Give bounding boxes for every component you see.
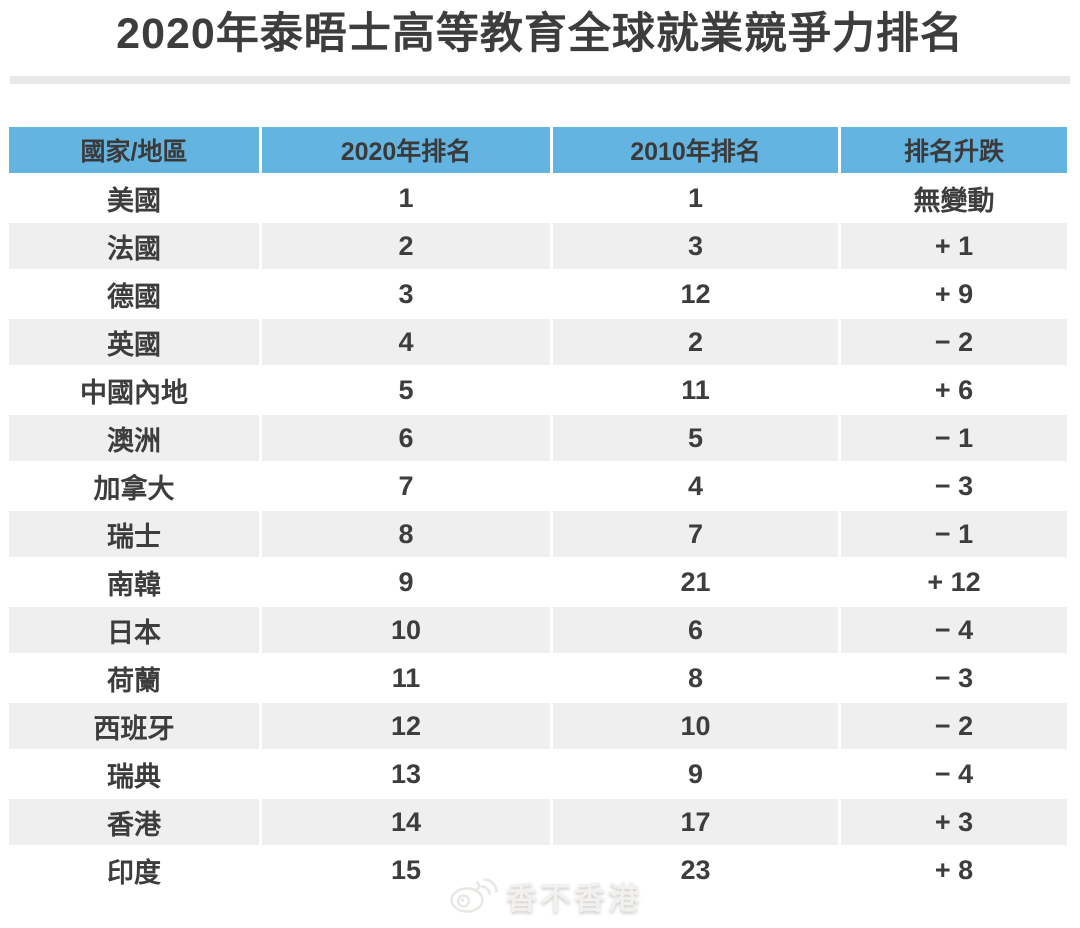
table-row: 香港 14 17 + 3: [9, 799, 1067, 845]
cell-change: + 9: [841, 271, 1067, 317]
cell-rank-2010: 21: [553, 559, 838, 605]
cell-rank-2010: 8: [553, 655, 838, 701]
weibo-icon: [448, 870, 498, 921]
table-row: 英國 4 2 − 2: [9, 319, 1067, 365]
cell-rank-2020: 2: [262, 223, 550, 269]
cell-country: 中國內地: [9, 367, 259, 413]
column-header-rank-2020: 2020年排名: [262, 127, 550, 173]
table-row: 日本 10 6 − 4: [9, 607, 1067, 653]
cell-country: 加拿大: [9, 463, 259, 509]
title-divider: [10, 76, 1070, 84]
cell-rank-2010: 17: [553, 799, 838, 845]
table-row: 瑞典 13 9 − 4: [9, 751, 1067, 797]
cell-country: 瑞典: [9, 751, 259, 797]
column-header-rank-2010: 2010年排名: [553, 127, 838, 173]
table-row: 西班牙 12 10 − 2: [9, 703, 1067, 749]
table-row: 美國 1 1 無變動: [9, 175, 1067, 221]
cell-change: + 12: [841, 559, 1067, 605]
cell-change: − 4: [841, 607, 1067, 653]
cell-rank-2010: 12: [553, 271, 838, 317]
ranking-table: 國家/地區 2020年排名 2010年排名 排名升跌 美國 1 1 無變動 法國…: [9, 127, 1067, 895]
cell-change: − 3: [841, 655, 1067, 701]
cell-rank-2010: 6: [553, 607, 838, 653]
cell-rank-2020: 13: [262, 751, 550, 797]
cell-change: + 3: [841, 799, 1067, 845]
cell-rank-2020: 4: [262, 319, 550, 365]
cell-rank-2010: 11: [553, 367, 838, 413]
cell-rank-2020: 12: [262, 703, 550, 749]
cell-country: 澳洲: [9, 415, 259, 461]
cell-country: 日本: [9, 607, 259, 653]
cell-rank-2020: 8: [262, 511, 550, 557]
cell-country: 西班牙: [9, 703, 259, 749]
cell-rank-2010: 9: [553, 751, 838, 797]
table-row: 加拿大 7 4 − 3: [9, 463, 1067, 509]
cell-country: 香港: [9, 799, 259, 845]
cell-rank-2020: 1: [262, 175, 550, 221]
cell-rank-2010: 3: [553, 223, 838, 269]
table-row: 中國內地 5 11 + 6: [9, 367, 1067, 413]
cell-rank-2020: 5: [262, 367, 550, 413]
cell-change: + 8: [841, 847, 1067, 893]
column-header-change: 排名升跌: [841, 127, 1067, 173]
cell-rank-2020: 14: [262, 799, 550, 845]
cell-change: − 3: [841, 463, 1067, 509]
cell-rank-2010: 4: [553, 463, 838, 509]
cell-change: + 1: [841, 223, 1067, 269]
cell-country: 美國: [9, 175, 259, 221]
cell-change: − 4: [841, 751, 1067, 797]
cell-rank-2010: 23: [553, 847, 838, 893]
cell-country: 瑞士: [9, 511, 259, 557]
table-row: 南韓 9 21 + 12: [9, 559, 1067, 605]
cell-rank-2020: 10: [262, 607, 550, 653]
cell-rank-2010: 1: [553, 175, 838, 221]
cell-change: 無變動: [841, 175, 1067, 221]
cell-rank-2010: 7: [553, 511, 838, 557]
watermark-text: 香不香港: [506, 881, 642, 916]
page-title: 2020年泰晤士高等教育全球就業競爭力排名: [116, 10, 964, 58]
cell-change: − 1: [841, 511, 1067, 557]
cell-country: 英國: [9, 319, 259, 365]
table-row: 德國 3 12 + 9: [9, 271, 1067, 317]
cell-country: 南韓: [9, 559, 259, 605]
cell-rank-2020: 15: [262, 847, 550, 893]
cell-rank-2020: 11: [262, 655, 550, 701]
table-row: 瑞士 8 7 − 1: [9, 511, 1067, 557]
cell-country: 法國: [9, 223, 259, 269]
cell-rank-2020: 6: [262, 415, 550, 461]
cell-change: + 6: [841, 367, 1067, 413]
table-row: 荷蘭 11 8 − 3: [9, 655, 1067, 701]
cell-rank-2010: 5: [553, 415, 838, 461]
cell-country: 印度: [9, 847, 259, 893]
watermark: 香不香港: [448, 870, 642, 921]
cell-country: 德國: [9, 271, 259, 317]
cell-country: 荷蘭: [9, 655, 259, 701]
cell-rank-2020: 7: [262, 463, 550, 509]
cell-change: − 2: [841, 703, 1067, 749]
cell-rank-2010: 2: [553, 319, 838, 365]
cell-change: − 1: [841, 415, 1067, 461]
cell-rank-2020: 9: [262, 559, 550, 605]
table-row: 印度 15 23 + 8: [9, 847, 1067, 893]
cell-rank-2020: 3: [262, 271, 550, 317]
table-header-row: 國家/地區 2020年排名 2010年排名 排名升跌: [9, 127, 1067, 173]
cell-change: − 2: [841, 319, 1067, 365]
table-row: 澳洲 6 5 − 1: [9, 415, 1067, 461]
cell-rank-2010: 10: [553, 703, 838, 749]
table-row: 法國 2 3 + 1: [9, 223, 1067, 269]
column-header-country: 國家/地區: [9, 127, 259, 173]
